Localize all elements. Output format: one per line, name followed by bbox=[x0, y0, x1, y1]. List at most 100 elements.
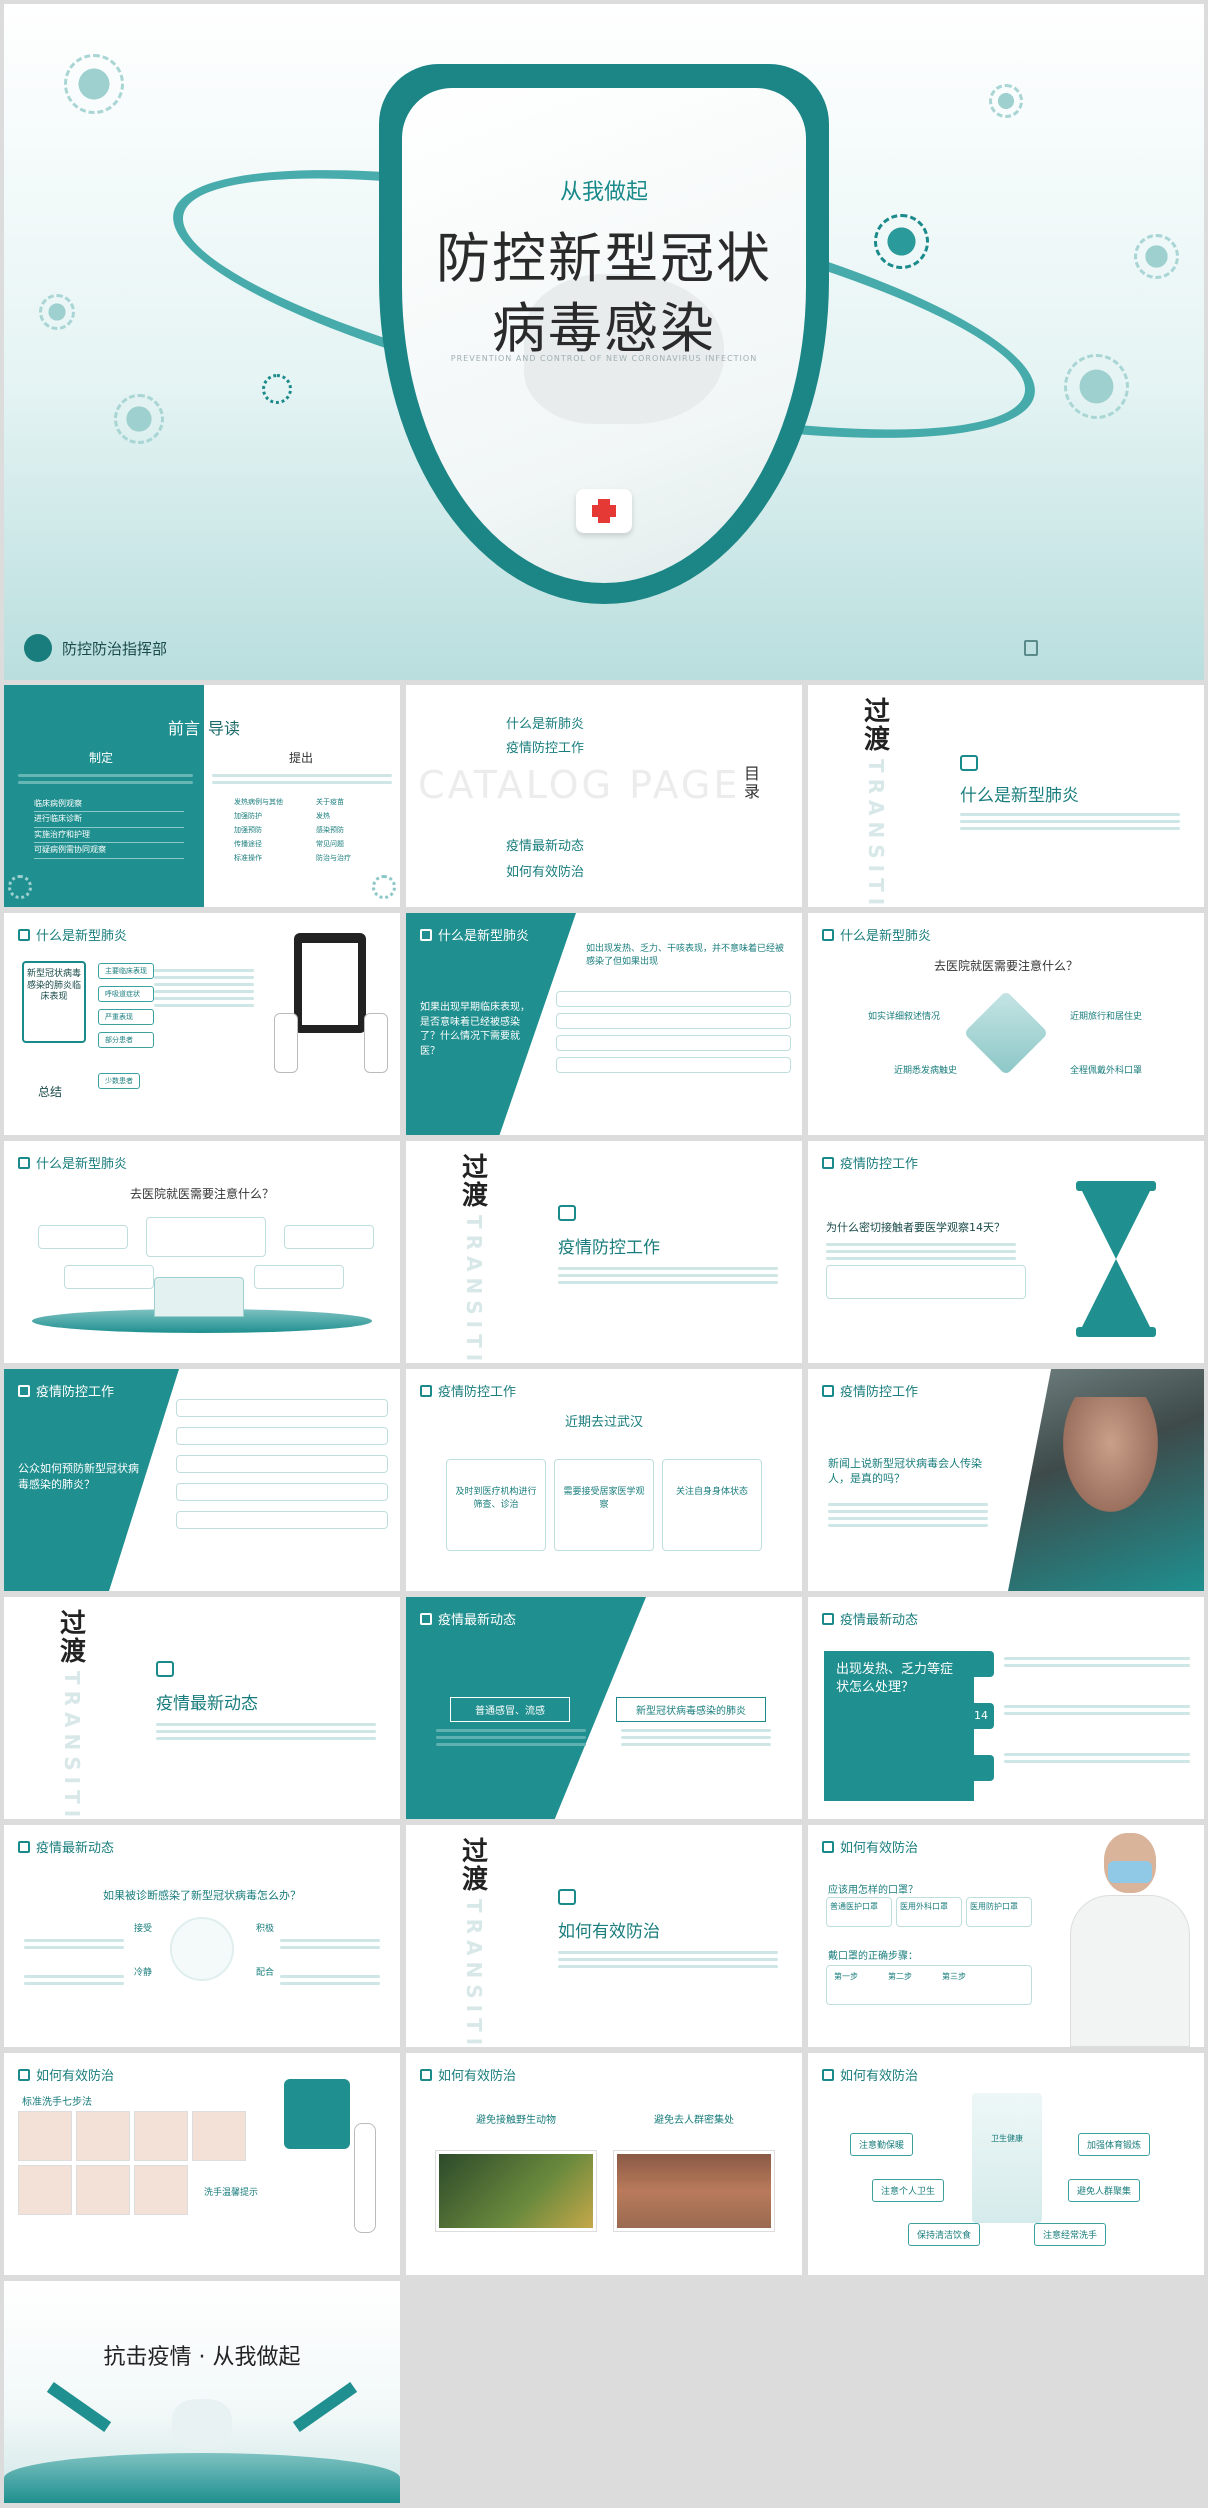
slide-fever-handling[interactable]: 疫情最新动态 出现发热、乏力等症状怎么处理？ 14 bbox=[808, 1597, 1204, 1819]
slide-catalog[interactable]: CATALOG PAGE 目录 什么是新肺炎 疫情防控工作 疫情最新动态 如何有… bbox=[406, 685, 802, 907]
info-card: 关注自身身体状态 bbox=[662, 1459, 762, 1551]
card-title: 需要接受居家医学观察 bbox=[563, 1487, 645, 1510]
slide-tips[interactable]: 如何有效防治 卫生健康 注意勤保暖 加强体育锻炼 注意个人卫生 避免人群聚集 保… bbox=[808, 2053, 1204, 2275]
slide-transition-2[interactable]: 过 渡 TRANSITION 疫情防控工作 bbox=[406, 1141, 802, 1363]
catalog-item-3[interactable]: 疫情最新动态 bbox=[506, 839, 585, 854]
symptom-tag: 部分患者 bbox=[98, 1032, 154, 1048]
slide-header: 如何有效防治 bbox=[438, 2069, 517, 2084]
tip-item: 保持清洁饮食 bbox=[908, 2223, 981, 2246]
header-icon bbox=[420, 1612, 432, 1625]
avoid-wildlife: 避免接触野生动物 bbox=[476, 2115, 556, 2126]
header-icon bbox=[822, 1840, 834, 1853]
virus-icon bbox=[874, 214, 929, 269]
right-item: 加强预防 bbox=[234, 826, 262, 834]
slide-closing[interactable]: 抗击疫情 · 从我做起 bbox=[4, 2281, 400, 2503]
left-item: 临床病例观察 bbox=[34, 797, 184, 813]
slide-wuhan[interactable]: 疫情防控工作 近期去过武汉 及时到医疗机构进行筛查、诊治 需要接受居家医学观察 … bbox=[406, 1369, 802, 1591]
card-title: 及时到医疗机构进行筛查、诊治 bbox=[455, 1487, 537, 1510]
slide-header: 疫情防控工作 bbox=[840, 1385, 919, 1400]
health-icon bbox=[960, 755, 978, 771]
transition-guo: 过 bbox=[462, 1153, 489, 1183]
note-item: 近期悉发病触史 bbox=[894, 1066, 958, 1076]
slide-handwash[interactable]: 如何有效防治 标准洗手七步法 洗手温馨提示 bbox=[4, 2053, 400, 2275]
slide-masks[interactable]: 如何有效防治 应该用怎样的口罩？ 普通医护口罩 医用外科口罩 医用防护口罩 戴口… bbox=[808, 1825, 1204, 2047]
doctor-photo bbox=[1070, 1833, 1190, 2047]
slide-transition-4[interactable]: 过 渡 TRANSITION 如何有效防治 bbox=[406, 1825, 802, 2047]
symptom-tag: 少数患者 bbox=[98, 1073, 140, 1089]
header-icon bbox=[18, 928, 30, 941]
doctor-illustration bbox=[354, 2123, 376, 2233]
cover-slide[interactable]: 从我做起 防控新型冠状 病毒感染 PREVENTION AND CONTROL … bbox=[4, 4, 1204, 680]
header-icon bbox=[822, 2068, 834, 2081]
slide-header: 疫情防控工作 bbox=[840, 1157, 919, 1172]
china-map-icon bbox=[172, 2399, 232, 2449]
right-item: 防治与治疗 bbox=[316, 854, 351, 862]
slide-header: 疫情最新动态 bbox=[36, 1841, 115, 1856]
right-item: 感染预防 bbox=[316, 826, 344, 834]
day-number-text: 14 bbox=[974, 1709, 988, 1722]
slide-preface[interactable]: 前言 导读 制定 临床病例观察 进行临床诊断 实施治疗和护理 可疑病例需协同观察… bbox=[4, 685, 400, 907]
step-label: 第三步 bbox=[942, 1972, 966, 1981]
center-building bbox=[972, 2093, 1042, 2223]
note-item: 如实详细叙述情况 bbox=[868, 1012, 941, 1022]
question-2: 戴口罩的正确步骤： bbox=[828, 1951, 918, 1962]
header-icon bbox=[18, 1384, 30, 1397]
label: 接受 bbox=[134, 1924, 153, 1934]
teal-panel bbox=[824, 1651, 974, 1801]
slide-14-days[interactable]: 疫情防控工作 为什么密切接触者要医学观察14天？ bbox=[808, 1141, 1204, 1363]
transition-title: 疫情最新动态 bbox=[156, 1694, 258, 1714]
crowd-photo bbox=[614, 2151, 774, 2231]
slide-if-infected[interactable]: 疫情最新动态 如果被诊断感染了新型冠状病毒怎么办？ 接受 积极 冷静 配合 bbox=[4, 1825, 400, 2047]
cube-illustration bbox=[963, 990, 1049, 1076]
right-item: 标准操作 bbox=[234, 854, 262, 862]
mask-card: 医用防护口罩 bbox=[966, 1897, 1032, 1927]
slide-hospital-notes[interactable]: 什么是新型肺炎 去医院就医需要注意什么？ 如实详细叙述情况 近期旅行和居住史 近… bbox=[808, 913, 1204, 1135]
first-aid-kit-icon bbox=[576, 489, 632, 533]
label: 配合 bbox=[256, 1968, 275, 1978]
slide-public-prevention[interactable]: 疫情防控工作 公众如何预防新型冠状病毒感染的肺炎？ bbox=[4, 1369, 400, 1591]
catalog-item-4[interactable]: 如何有效防治 bbox=[506, 865, 585, 880]
tip-item: 避免人群聚集 bbox=[1068, 2179, 1141, 2202]
slide-transition-3[interactable]: 过 渡 TRANSITION 疫情最新动态 bbox=[4, 1597, 400, 1819]
slide-title: 去医院就医需要注意什么？ bbox=[129, 1187, 274, 1201]
slide-header: 什么是新型肺炎 bbox=[438, 929, 530, 944]
slide-hospital-notes-2[interactable]: 什么是新型肺炎 去医院就医需要注意什么？ bbox=[4, 1141, 400, 1363]
expert-face bbox=[1063, 1397, 1158, 1512]
day-number: 14 bbox=[968, 1703, 994, 1729]
slide-transition-1[interactable]: 过 渡 TRANSITION 什么是新型肺炎 bbox=[808, 685, 1204, 907]
closing-title: 抗击疫情 · 从我做起 bbox=[103, 2345, 301, 2370]
heart-handshake-icon bbox=[170, 1917, 234, 1981]
left-item: 进行临床诊断 bbox=[34, 812, 184, 828]
center-label: 卫生健康 bbox=[991, 2134, 1023, 2143]
question: 公众如何预防新型冠状病毒感染的肺炎？ bbox=[18, 1462, 139, 1491]
right-item: 发热 bbox=[316, 812, 330, 820]
slide-flu-vs-pneumonia[interactable]: 疫情最新动态 普通感冒、流感 新型冠状病毒感染的肺炎 bbox=[406, 1597, 802, 1819]
question: 如果出现早期临床表现，是否意味着已经被感染了？什么情况下需要就医？ bbox=[420, 1002, 530, 1057]
slide-header: 疫情防控工作 bbox=[438, 1385, 517, 1400]
info-card: 及时到医疗机构进行筛查、诊治 bbox=[446, 1459, 546, 1551]
left-title: 制定 bbox=[89, 751, 114, 765]
slide-pneumonia-symptoms[interactable]: 什么是新型肺炎 新型冠状病毒感染的肺炎临床表现 总结 主要临床表现 呼吸道症状 … bbox=[4, 913, 400, 1135]
right-item: 关于疫苗 bbox=[316, 798, 344, 806]
virus-icon bbox=[989, 84, 1023, 118]
catalog-item-2[interactable]: 疫情防控工作 bbox=[506, 741, 585, 756]
symptom-tag: 严重表现 bbox=[98, 1009, 154, 1025]
top-text: 如出现发热、乏力、干咳表现，并不意味着已经被感染了但如果出现 bbox=[586, 944, 785, 967]
slide-avoid[interactable]: 如何有效防治 避免接触野生动物 避免去人群密集处 bbox=[406, 2053, 802, 2275]
health-icon bbox=[558, 1205, 576, 1221]
right-pill: 新型冠状病毒感染的肺炎 bbox=[616, 1697, 766, 1722]
catalog-item-1[interactable]: 什么是新肺炎 bbox=[506, 717, 585, 732]
virus-icon bbox=[1064, 354, 1129, 419]
slide-header: 疫情最新动态 bbox=[438, 1613, 517, 1628]
hourglass-illustration bbox=[1076, 1181, 1156, 1337]
slide-header: 什么是新型肺炎 bbox=[840, 929, 932, 944]
wildlife-photo bbox=[436, 2151, 596, 2231]
slide-human-transmission[interactable]: 疫情防控工作 新闻上说新型冠状病毒会人传染人，是真的吗？ bbox=[808, 1369, 1204, 1591]
tip-item: 注意经常洗手 bbox=[1034, 2223, 1107, 2246]
header-icon bbox=[18, 1840, 30, 1853]
slide-title: 近期去过武汉 bbox=[564, 1415, 643, 1430]
summary-label: 总结 bbox=[38, 1085, 63, 1099]
slide-early-symptoms[interactable]: 什么是新型肺炎 如果出现早期临床表现，是否意味着已经被感染了？什么情况下需要就医… bbox=[406, 913, 802, 1135]
transition-guo: 过 bbox=[60, 1609, 87, 1639]
slide-header: 疫情防控工作 bbox=[36, 1385, 115, 1400]
